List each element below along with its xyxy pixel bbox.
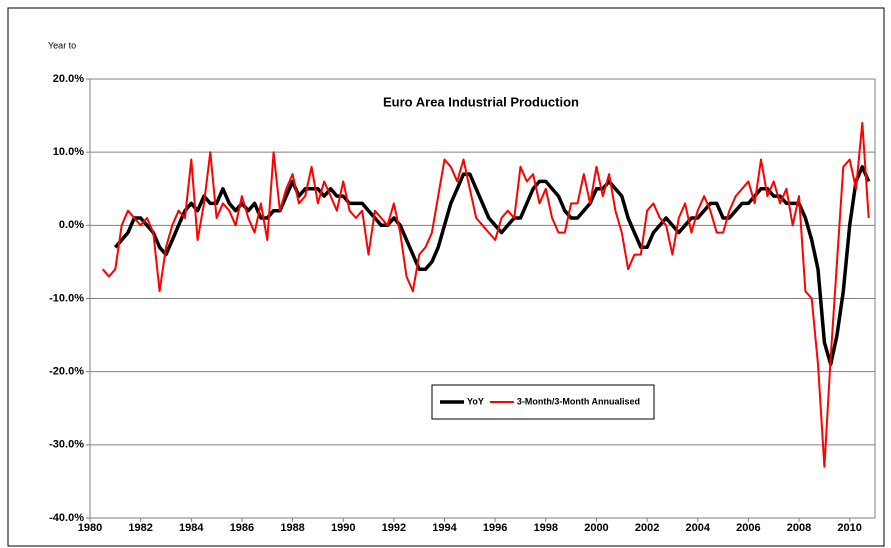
y-tick-label: 0.0% xyxy=(59,219,84,231)
x-tick-label: 1990 xyxy=(331,522,355,534)
chart-border xyxy=(7,7,885,547)
x-tick-label: 1986 xyxy=(230,522,254,534)
y-tick-label: -40.0% xyxy=(49,512,84,524)
y-tick-label: -30.0% xyxy=(49,439,84,451)
y-tick-label: 20.0% xyxy=(53,73,84,85)
x-tick-label: 1984 xyxy=(179,522,204,534)
x-tick-label: 1992 xyxy=(382,522,406,534)
x-tick-label: 2008 xyxy=(787,522,811,534)
legend-label: YoY xyxy=(467,396,484,406)
x-tick-label: 2010 xyxy=(837,522,861,534)
x-tick-label: 1996 xyxy=(483,522,507,534)
x-tick-label: 2006 xyxy=(736,522,760,534)
x-tick-label: 1994 xyxy=(432,522,457,534)
y-axis-label: Year to xyxy=(48,40,76,50)
x-tick-label: 1988 xyxy=(280,522,304,534)
y-tick-label: 10.0% xyxy=(53,146,84,158)
y-tick-label: -20.0% xyxy=(49,366,84,378)
x-tick-label: 1980 xyxy=(78,522,102,534)
x-tick-label: 1982 xyxy=(128,522,152,534)
chart-title: Euro Area Industrial Production xyxy=(383,94,579,109)
legend-box xyxy=(431,384,655,420)
series-line xyxy=(101,121,870,468)
legend-label: 3-Month/3-Month Annualised xyxy=(517,396,640,406)
x-tick-label: 2002 xyxy=(635,522,659,534)
y-tick-label: -10.0% xyxy=(49,292,84,304)
x-tick-label: 2000 xyxy=(584,522,608,534)
x-tick-label: 2004 xyxy=(685,522,710,534)
plot-border xyxy=(89,78,876,519)
x-tick-label: 1998 xyxy=(534,522,558,534)
